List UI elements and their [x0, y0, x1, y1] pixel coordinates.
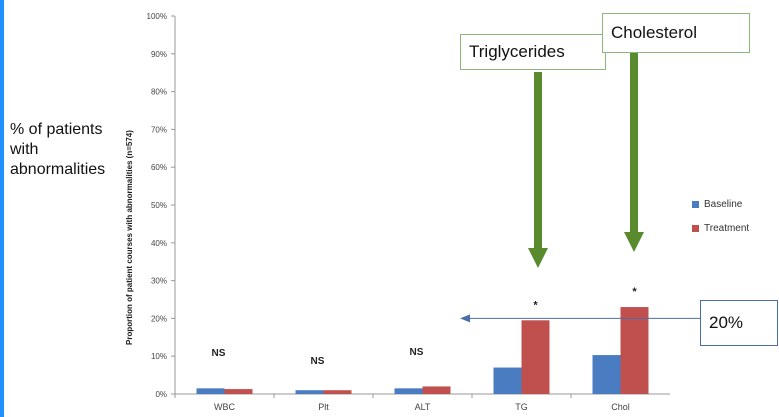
bar-treatment-plt — [323, 390, 352, 394]
bar-treatment-alt — [422, 386, 451, 394]
side-label-line-3: abnormalities — [10, 161, 106, 178]
side-label: % of patients with abnormalities — [10, 120, 160, 180]
legend-item-treatment: Treatment — [692, 220, 749, 236]
bar-treatment-wbc — [224, 389, 253, 394]
x-tick-label: WBC — [214, 402, 235, 412]
significance-annotation: * — [533, 299, 538, 311]
y-tick-label: 20% — [151, 314, 167, 323]
callout-cholesterol: Cholesterol — [602, 13, 750, 53]
y-tick-label: 50% — [151, 201, 167, 210]
significance-annotation: NS — [212, 348, 226, 359]
callout-twenty-percent: 20% — [700, 300, 778, 346]
x-tick-label: ALT — [415, 402, 431, 412]
x-tick-label: Chol — [611, 402, 630, 412]
y-tick-label: 10% — [151, 352, 167, 361]
cholesterol-arrow-head — [624, 232, 644, 252]
x-tick-label: Plt — [318, 402, 329, 412]
significance-annotation: NS — [410, 347, 424, 358]
reference-arrow-head — [460, 314, 470, 323]
left-edge-bar — [0, 0, 4, 417]
significance-annotation: * — [632, 286, 637, 298]
triglycerides-arrow-shaft — [534, 72, 542, 250]
x-tick-label: TG — [515, 402, 528, 412]
callout-triglycerides: Triglycerides — [460, 34, 606, 70]
bar-baseline-tg — [493, 367, 522, 394]
y-tick-label: 40% — [151, 239, 167, 248]
bar-baseline-plt — [295, 390, 324, 394]
y-tick-label: 30% — [151, 277, 167, 286]
side-label-line-1: % of patients — [10, 121, 103, 138]
significance-annotation: NS — [311, 356, 325, 367]
legend: Baseline Treatment — [692, 196, 749, 244]
legend-label-treatment: Treatment — [704, 222, 750, 234]
bar-baseline-alt — [394, 388, 423, 394]
y-tick-label: 100% — [147, 12, 167, 21]
legend-swatch-baseline — [692, 200, 699, 208]
y-tick-label: 80% — [151, 88, 167, 97]
y-tick-label: 60% — [151, 163, 167, 172]
legend-swatch-treatment — [692, 224, 699, 232]
legend-label-baseline: Baseline — [704, 198, 743, 210]
triglycerides-arrow-head — [528, 248, 548, 268]
bar-treatment-tg — [521, 320, 550, 394]
y-tick-label: 0% — [155, 390, 167, 399]
bar-baseline-chol — [592, 355, 621, 394]
legend-item-baseline: Baseline — [692, 196, 749, 212]
side-label-line-2: with — [10, 141, 39, 158]
bar-treatment-chol — [620, 307, 649, 394]
y-tick-label: 70% — [151, 125, 167, 134]
cholesterol-arrow-shaft — [630, 52, 638, 234]
bar-baseline-wbc — [196, 388, 225, 394]
y-axis-label: Proportion of patient courses with abnor… — [125, 130, 134, 345]
y-tick-label: 90% — [151, 50, 167, 59]
